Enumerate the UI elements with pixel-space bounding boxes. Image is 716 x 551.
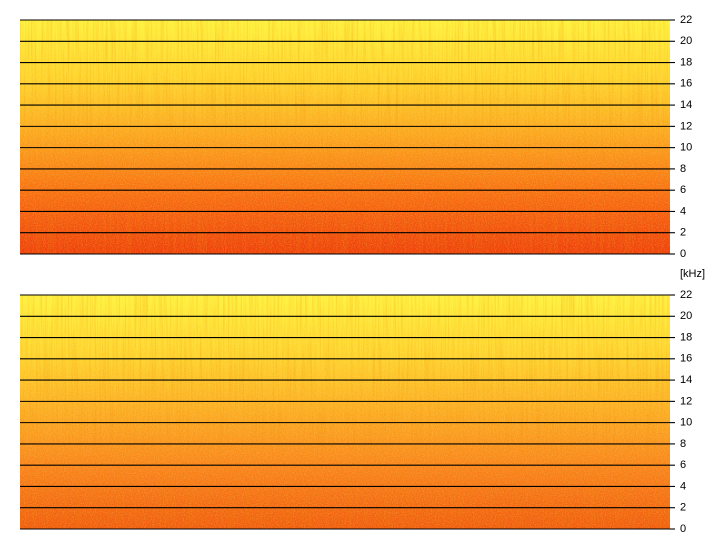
spectrogram-speckle [20,295,670,529]
y-tick-label: 12 [680,395,692,407]
y-tick-label: 12 [680,120,692,132]
y-tick-label: 16 [680,353,692,365]
y-tick-label: 14 [680,374,692,386]
y-tick-label: 18 [680,331,692,343]
y-tick-label: 0 [680,523,686,535]
y-tick-label: 6 [680,459,686,471]
spectrogram-speckle [20,20,670,254]
y-tick-label: 10 [680,417,692,429]
y-tick-label: 2 [680,227,686,239]
y-tick-label: 8 [680,163,686,175]
y-tick-label: 8 [680,438,686,450]
y-tick-label: 22 [680,289,692,301]
y-tick-label: 4 [680,205,686,217]
y-tick-label: 14 [680,99,692,111]
y-tick-label: 20 [680,35,692,47]
y-tick-label: 18 [680,56,692,68]
y-tick-label: 16 [680,78,692,90]
y-tick-label: 10 [680,142,692,154]
y-tick-label: 4 [680,480,686,492]
y-tick-label: 2 [680,502,686,514]
y-axis-label: [kHz] [680,268,705,280]
y-tick-label: 6 [680,184,686,196]
y-tick-label: 0 [680,248,686,260]
y-tick-label: 20 [680,310,692,322]
y-tick-label: 22 [680,14,692,26]
